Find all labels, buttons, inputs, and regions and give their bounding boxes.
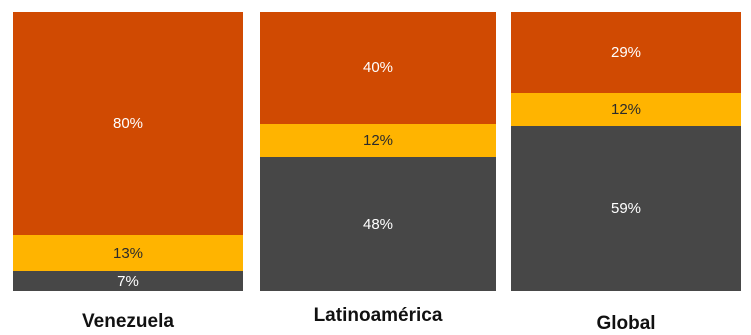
category-label: Global [596, 313, 656, 334]
data-label: 80% [112, 115, 144, 133]
bar-segment: 12% [260, 123, 496, 158]
category-label: Venezuela [82, 311, 174, 332]
data-label: 48% [362, 215, 394, 233]
data-label: 59% [610, 200, 642, 218]
bar-column: 7% 13% 80% [13, 12, 243, 291]
bar-segment: 40% [260, 12, 496, 124]
bar-segment: 12% [511, 92, 741, 127]
bar-segment: 13% [13, 235, 243, 272]
bar-segment: 29% [511, 12, 741, 93]
bar-column: 59% 12% 29% [511, 12, 741, 291]
bar-segment: 7% [13, 271, 243, 291]
bar-segment: 48% [260, 157, 496, 291]
data-label: 13% [112, 244, 144, 262]
bar-segment: 80% [13, 12, 243, 236]
category-label: Latinoamérica [313, 305, 443, 326]
data-label: 12% [610, 101, 642, 119]
bar-column: 48% 12% 40% [260, 12, 496, 291]
data-label: 7% [117, 272, 139, 290]
bar-segment: 59% [511, 126, 741, 291]
data-label: 12% [362, 131, 394, 149]
data-label: 29% [610, 43, 642, 61]
data-label: 40% [362, 59, 394, 77]
